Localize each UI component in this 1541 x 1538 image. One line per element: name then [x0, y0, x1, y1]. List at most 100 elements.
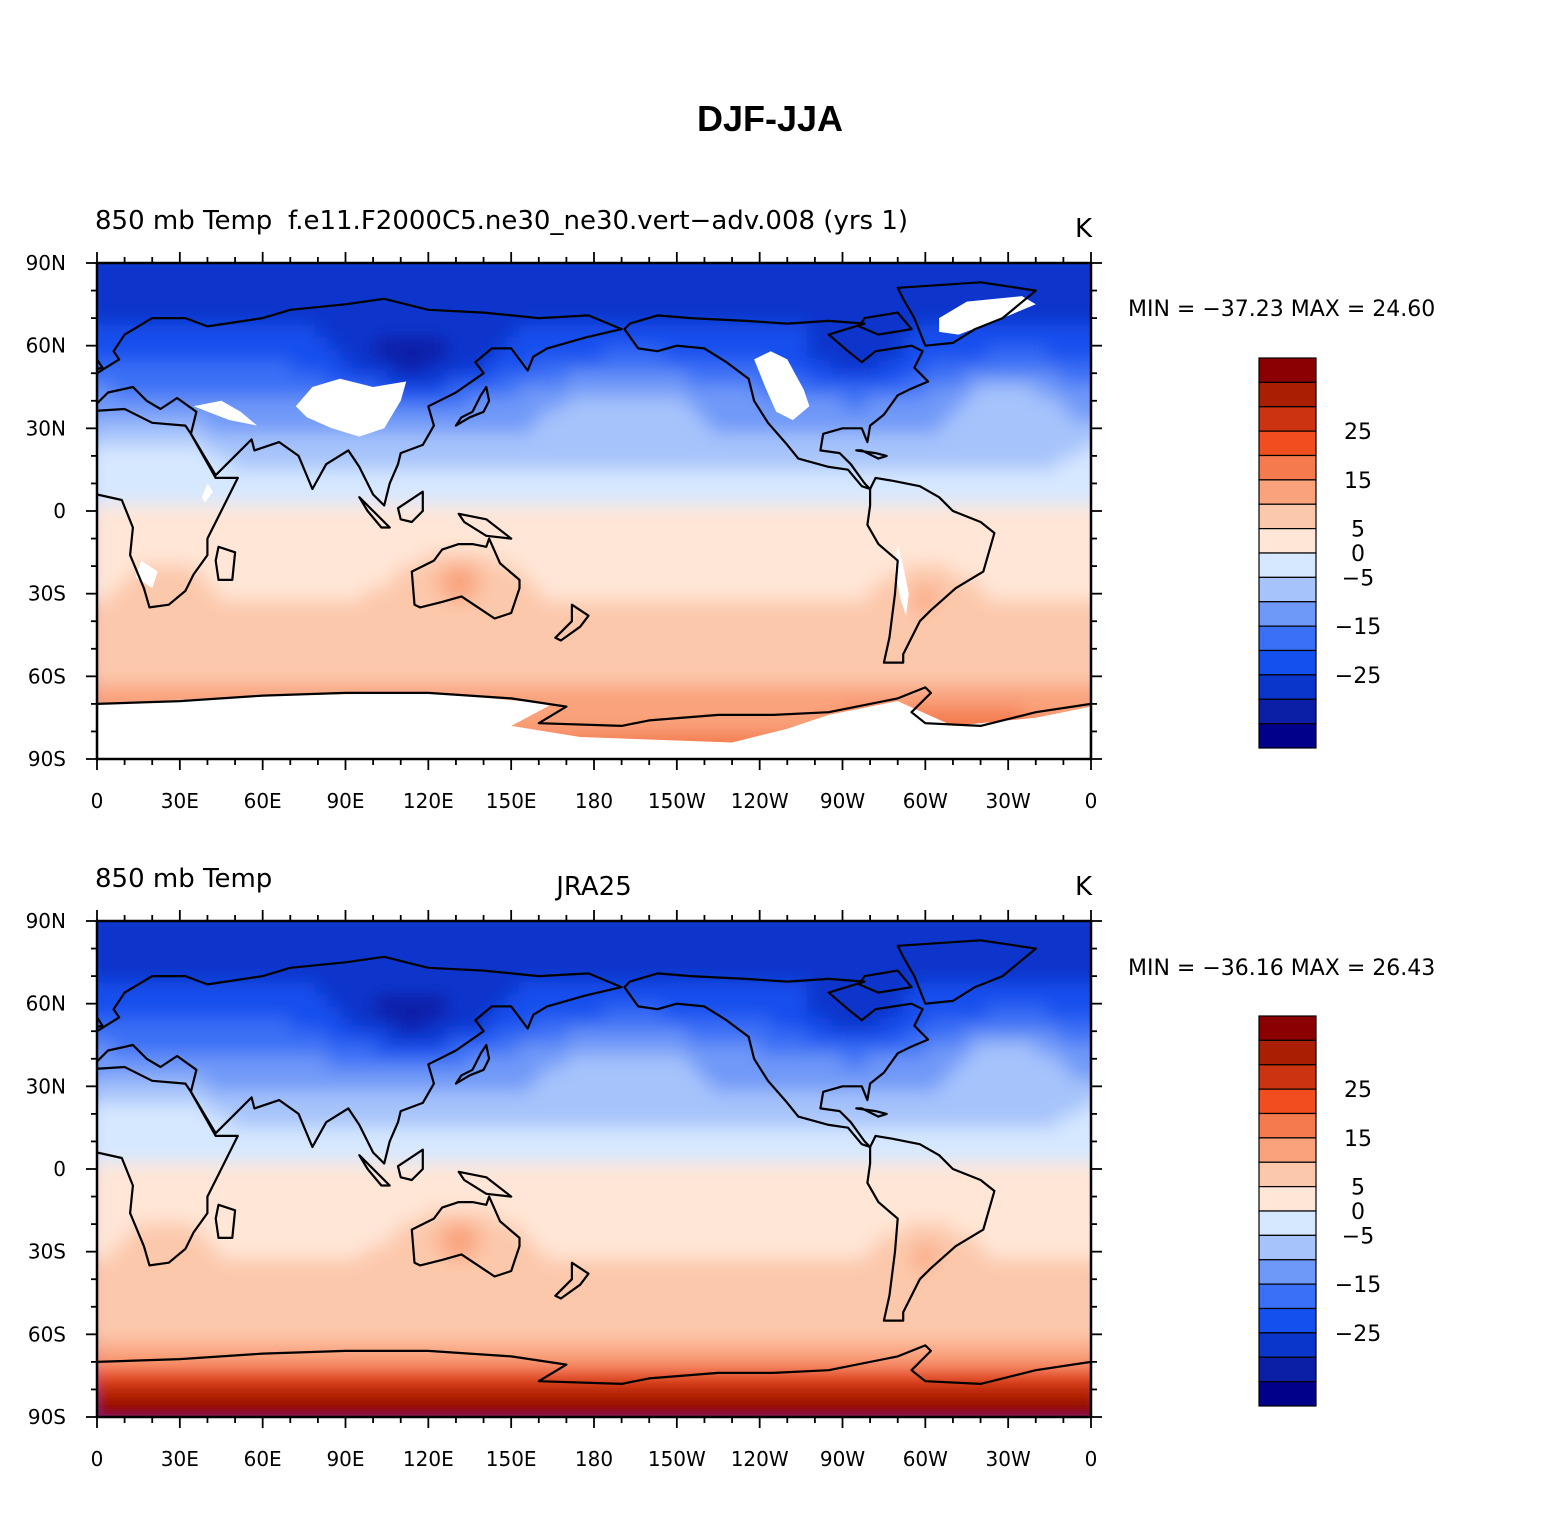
- min-max-jra25: MIN = −36.16 MAX = 26.43: [1128, 956, 1435, 981]
- colorbar-swatch: [1258, 601, 1317, 627]
- colorbar-swatch: [1258, 1210, 1317, 1236]
- coastlines-model: [97, 281, 1091, 759]
- colorbar-swatch: [1258, 1283, 1317, 1310]
- missing-region: [754, 351, 810, 421]
- colorbar-label: 25: [1344, 1078, 1372, 1103]
- coast-japan: [454, 1043, 491, 1085]
- x-tick-label: 60E: [244, 789, 282, 813]
- missing-region: [201, 483, 213, 503]
- units-jra25: K: [1075, 872, 1093, 902]
- axis-ticks-model: [86, 252, 1102, 770]
- left-title-model: 850 mb Temp: [95, 206, 272, 236]
- x-tick-label: 90E: [326, 789, 364, 813]
- colorbar-swatch: [1258, 1015, 1317, 1041]
- x-tick-labels-model: 0 30E 60E 90E 120E 150E 180 150W 120W 90W 60W 30W 0: [91, 789, 1098, 813]
- coast-antarctica: [97, 686, 1091, 759]
- colorbar-label: 15: [1344, 469, 1372, 494]
- colorbar-swatch: [1258, 1259, 1317, 1285]
- colorbar-label: −15: [1335, 615, 1381, 640]
- x-tick-label: 30E: [161, 1447, 199, 1471]
- y-tick-label: 90S: [28, 747, 66, 771]
- coast-africa: [97, 1065, 239, 1267]
- coast-newguinea: [457, 1170, 513, 1198]
- colorbar-swatch: [1258, 357, 1317, 383]
- coast-namerica: [623, 972, 930, 1149]
- colorbar-label: −25: [1335, 664, 1381, 689]
- colorbar-swatch: [1258, 723, 1317, 749]
- x-tick-label: 120E: [403, 1447, 454, 1471]
- x-tick-label: 120W: [731, 1447, 789, 1471]
- colorbar-swatch: [1258, 698, 1317, 725]
- coast-samerica: [866, 476, 996, 664]
- coast-greenland: [896, 281, 1037, 347]
- coast-samerica: [866, 1134, 996, 1322]
- x-tick-label: 60W: [903, 789, 948, 813]
- colorbar-swatch: [1258, 576, 1317, 603]
- colorbar-swatch: [1258, 503, 1317, 530]
- missing-region: [135, 560, 158, 589]
- x-tick-label: 90E: [326, 1447, 364, 1471]
- colorbar-swatch: [1258, 1039, 1317, 1066]
- x-tick-label: 30E: [161, 789, 199, 813]
- x-tick-label: 150E: [486, 1447, 537, 1471]
- map-field-jra25: [97, 921, 1091, 1417]
- coast-greenland: [896, 939, 1037, 1005]
- y-tick-label: 60S: [28, 1322, 66, 1346]
- coast-britain: [97, 1015, 104, 1029]
- x-tick-label: 150W: [648, 1447, 706, 1471]
- colorbar-label: 5: [1351, 518, 1365, 543]
- colorbar-swatch: [1258, 479, 1317, 505]
- coast-sumatra: [358, 1154, 391, 1187]
- colorbar-swatch: [1258, 1064, 1317, 1090]
- colorbar-model: 25 15 50−5 −15 −25: [1258, 357, 1381, 749]
- x-tick-label: 120E: [403, 789, 454, 813]
- coast-madagascar: [214, 545, 237, 582]
- coast-baffin: [857, 311, 913, 336]
- x-tick-label: 180: [575, 789, 613, 813]
- y-tick-label: 90N: [26, 909, 66, 933]
- coast-eurasia: [97, 955, 623, 1165]
- colorbar-swatch: [1258, 625, 1317, 652]
- colorbar-label: 25: [1344, 420, 1372, 445]
- y-tick-label: 60N: [26, 334, 66, 358]
- x-tick-labels-jra25: 0 30E 60E 90E 120E 150E 180 150W 120W 90W 60W 30W 0: [91, 1447, 1098, 1471]
- coast-borneo: [396, 490, 424, 524]
- x-tick-label: 0: [91, 1447, 104, 1471]
- colorbar-label: 0: [1351, 542, 1365, 567]
- coast-japan: [454, 385, 491, 427]
- colorbar-swatch: [1258, 1161, 1317, 1188]
- x-tick-label: 30W: [986, 1447, 1031, 1471]
- x-tick-label: 0: [1085, 1447, 1098, 1471]
- colorbar-swatch: [1258, 1112, 1317, 1139]
- x-tick-label: 90W: [820, 1447, 865, 1471]
- colorbar-label: 0: [1351, 1200, 1365, 1225]
- y-tick-label: 60S: [28, 664, 66, 688]
- coast-baffin: [857, 969, 913, 994]
- x-tick-label: 60E: [244, 1447, 282, 1471]
- y-tick-label: 90N: [26, 251, 66, 275]
- colorbar-swatch: [1258, 1307, 1317, 1334]
- y-tick-label: 0: [53, 1157, 66, 1181]
- coast-cuba: [855, 1107, 888, 1118]
- x-tick-label: 150W: [648, 789, 706, 813]
- missing-data-model: [97, 296, 1091, 759]
- colorbar-swatch: [1258, 1088, 1317, 1115]
- coast-eurasia: [97, 297, 623, 507]
- coast-borneo: [396, 1148, 424, 1182]
- colorbar-swatch: [1258, 1332, 1317, 1358]
- coast-sumatra: [358, 496, 391, 529]
- colorbar-swatch: [1258, 454, 1317, 481]
- coastlines-jra25: [97, 939, 1091, 1417]
- y-tick-label: 30N: [26, 1074, 66, 1098]
- missing-region: [295, 378, 407, 437]
- colorbar-swatch: [1258, 381, 1317, 408]
- missing-region: [939, 296, 1036, 335]
- y-tick-label: 90S: [28, 1405, 66, 1429]
- colorbar-swatch: [1258, 1186, 1317, 1212]
- colorbar-swatch: [1258, 552, 1317, 578]
- coast-australia: [410, 537, 521, 620]
- colorbar-swatch: [1258, 674, 1317, 700]
- y-tick-label: 30S: [28, 1240, 66, 1264]
- colorbar-swatch: [1258, 1356, 1317, 1383]
